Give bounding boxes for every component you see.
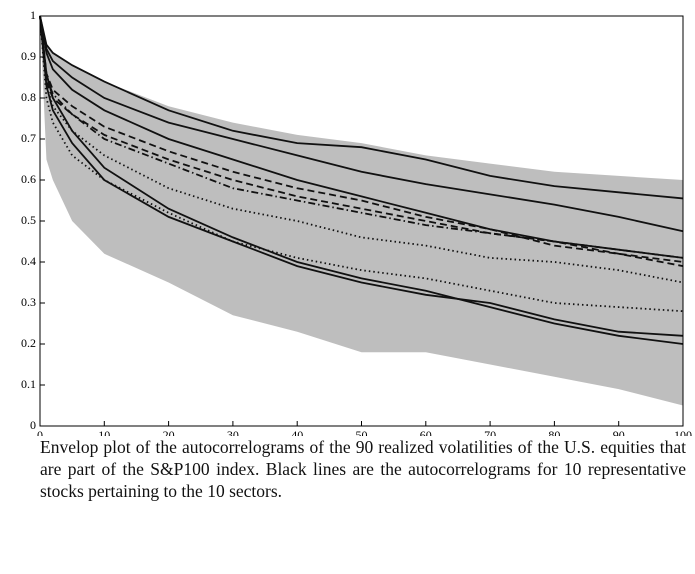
x-tick-label: 100: [674, 428, 692, 436]
chart: 00.10.20.30.40.50.60.70.80.910 10 20 30 40 50…: [21, 8, 692, 436]
series-line: [39, 15, 684, 263]
y-tick-label: 0.8: [21, 90, 36, 104]
y-tick-label: 1: [30, 8, 36, 22]
x-tick-label: 90: [613, 428, 625, 436]
y-tick-label: 0.2: [21, 336, 36, 350]
y-tick-label: 0: [30, 418, 36, 432]
x-tick-label: 80: [548, 428, 560, 436]
y-tick-label: 0.1: [21, 377, 36, 391]
y-tick-label: 0.5: [21, 213, 36, 227]
y-tick-label: 0.7: [21, 131, 36, 145]
y-tick-label: 0.3: [21, 295, 36, 309]
y-tick-label: 0.9: [21, 49, 36, 63]
series-line: [39, 15, 684, 345]
x-tick-label: 70: [484, 428, 496, 436]
x-tick-label: 10: [98, 428, 110, 436]
y-tick-label: 0.4: [21, 254, 36, 268]
series-line: [39, 15, 684, 233]
x-tick-label: 50: [356, 428, 368, 436]
series-line: [39, 15, 684, 259]
series-line: [39, 15, 684, 200]
x-tick-label: 0: [37, 428, 43, 436]
caption: Envelop plot of the autocorrelograms of …: [40, 437, 686, 501]
y-tick-label: 0.6: [21, 172, 36, 186]
series-line: [39, 15, 684, 337]
envelope: [40, 16, 683, 406]
x-tick-label: 20: [163, 428, 175, 436]
x-tick-label: 30: [227, 428, 239, 436]
x-tick-label: 40: [291, 428, 303, 436]
x-tick-label: 60: [420, 428, 432, 436]
